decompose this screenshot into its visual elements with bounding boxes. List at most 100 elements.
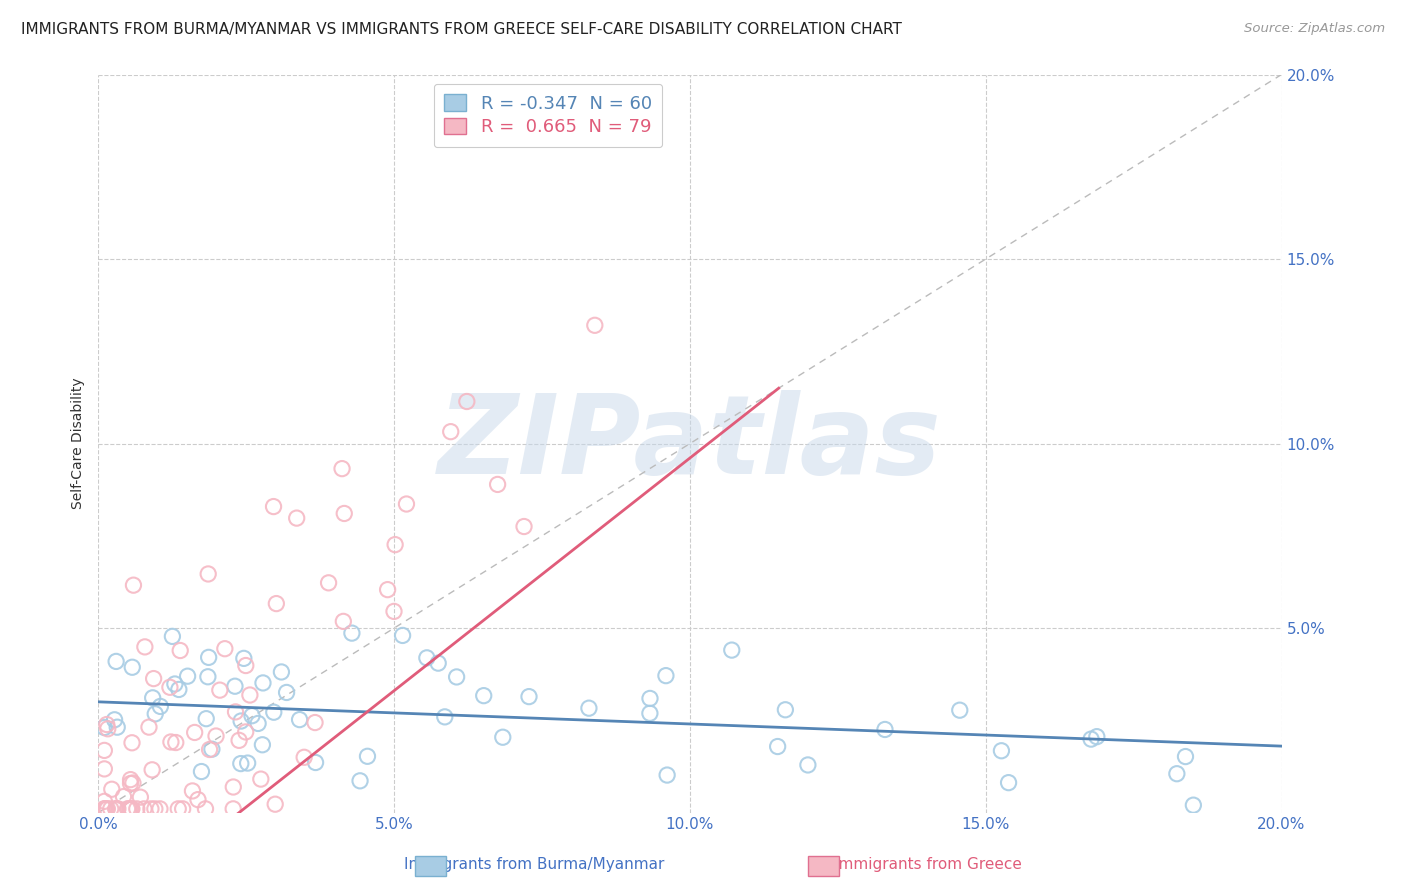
Point [205, 729, 228, 743]
Point [456, 394, 478, 409]
Point [183, 725, 205, 739]
Point [222, 780, 245, 794]
Point [263, 500, 285, 514]
Point [252, 738, 274, 752]
Point [121, 660, 143, 674]
Point [395, 497, 418, 511]
Point [997, 775, 1019, 789]
Point [201, 742, 224, 756]
Point [340, 626, 363, 640]
Point [143, 706, 166, 721]
Point [167, 682, 190, 697]
Point [187, 792, 209, 806]
Point [197, 670, 219, 684]
Point [96, 802, 118, 816]
Point [141, 763, 163, 777]
Point [117, 802, 139, 816]
Point [292, 750, 315, 764]
Point [160, 735, 183, 749]
Point [101, 782, 124, 797]
Point [228, 733, 250, 747]
Point [97, 722, 120, 736]
Point [197, 650, 219, 665]
Point [232, 651, 254, 665]
Point [330, 461, 353, 475]
Point [382, 604, 405, 618]
Point [162, 629, 184, 643]
Text: Source: ZipAtlas.com: Source: ZipAtlas.com [1244, 22, 1385, 36]
Point [236, 756, 259, 770]
Point [440, 425, 463, 439]
Point [949, 703, 972, 717]
Point [276, 685, 298, 699]
Point [1080, 732, 1102, 747]
Point [229, 756, 252, 771]
Point [247, 716, 270, 731]
Point [214, 641, 236, 656]
Point [446, 670, 468, 684]
Point [197, 566, 219, 581]
Point [252, 676, 274, 690]
Point [356, 749, 378, 764]
Text: Immigrants from Burma/Myanmar: Immigrants from Burma/Myanmar [404, 857, 665, 872]
Point [263, 705, 285, 719]
Point [134, 640, 156, 654]
Point [149, 699, 172, 714]
Point [121, 802, 143, 816]
Point [132, 802, 155, 816]
Point [176, 669, 198, 683]
Point [384, 538, 406, 552]
Point [143, 802, 166, 816]
Point [103, 713, 125, 727]
Point [240, 708, 263, 723]
Point [172, 802, 194, 816]
Point [638, 691, 661, 706]
Point [873, 723, 896, 737]
Point [208, 683, 231, 698]
Point [167, 802, 190, 816]
Point [120, 776, 142, 790]
Point [93, 802, 115, 816]
Point [578, 701, 600, 715]
Point [94, 802, 117, 816]
Point [250, 772, 273, 786]
Point [96, 802, 118, 816]
Point [105, 655, 128, 669]
Point [118, 802, 141, 816]
Point [270, 665, 292, 679]
Point [107, 802, 129, 816]
Point [169, 643, 191, 657]
Text: ZIPatlas: ZIPatlas [439, 390, 942, 497]
Point [163, 677, 186, 691]
Point [433, 710, 456, 724]
Point [377, 582, 399, 597]
Point [112, 789, 135, 804]
Point [285, 511, 308, 525]
Point [93, 794, 115, 808]
Point [194, 802, 217, 816]
Point [775, 703, 797, 717]
Point [264, 797, 287, 812]
Point [332, 615, 354, 629]
Point [138, 720, 160, 734]
Point [149, 802, 172, 816]
Point [195, 712, 218, 726]
Point [198, 742, 221, 756]
Point [583, 318, 606, 333]
Point [129, 790, 152, 805]
Point [93, 802, 115, 816]
Point [222, 802, 245, 816]
Point [93, 743, 115, 757]
Point [486, 477, 509, 491]
Point [720, 643, 742, 657]
Point [288, 713, 311, 727]
Point [120, 802, 142, 816]
Point [655, 768, 678, 782]
Point [165, 735, 187, 749]
Point [266, 597, 288, 611]
Point [517, 690, 540, 704]
Point [181, 784, 204, 798]
Point [96, 717, 118, 731]
Point [638, 706, 661, 721]
Point [125, 802, 148, 816]
